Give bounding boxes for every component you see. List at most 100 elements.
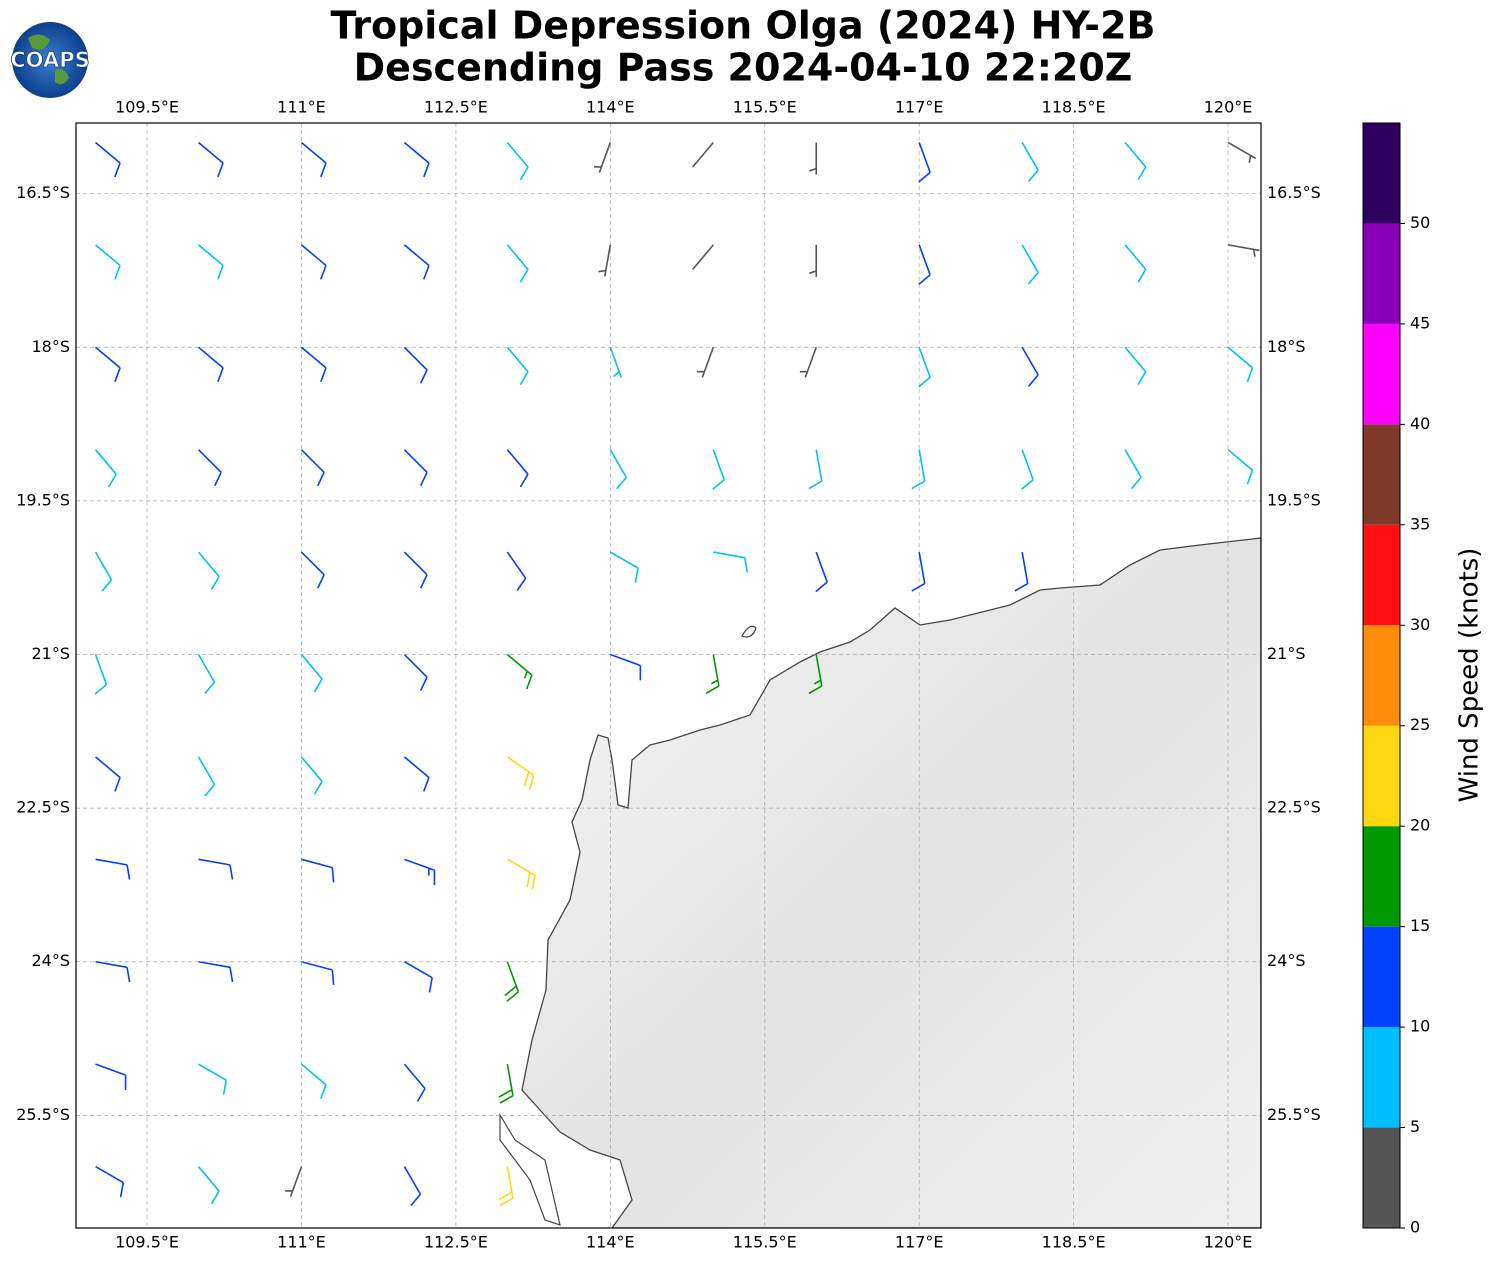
colorbar-segment	[1363, 323, 1400, 425]
colorbar-tick-label: 15	[1410, 916, 1430, 935]
wind-barb	[300, 449, 325, 487]
wind-barb	[696, 347, 715, 378]
wind-barb	[506, 244, 529, 283]
wind-barb	[506, 756, 535, 790]
wind-barb	[1021, 142, 1039, 183]
wind-barb	[918, 244, 931, 286]
y-tick-label: 24°S	[31, 951, 70, 970]
colorbar-segment	[1363, 826, 1400, 927]
x-tick-label: 111°E	[277, 1233, 326, 1252]
y-tick-label: 21°S	[31, 644, 70, 663]
y-tick-label: 19.5°S	[1267, 490, 1321, 509]
wind-barb	[300, 346, 327, 383]
wind-barb	[198, 346, 224, 383]
colorbar-segment	[1363, 926, 1400, 1028]
land	[521, 537, 1261, 1228]
wind-barb	[911, 449, 926, 490]
colorbar-frame	[1362, 122, 1401, 1229]
wind-barb	[403, 244, 430, 280]
colorbar-segment	[1363, 625, 1400, 726]
wind-barb	[808, 142, 818, 175]
wind-barb	[300, 244, 327, 280]
colorbar-tick-label: 20	[1410, 816, 1430, 835]
wind-barb	[95, 244, 121, 280]
y-tick-label: 18°S	[31, 337, 70, 356]
wind-barb	[403, 1166, 422, 1207]
wind-barb	[198, 1063, 228, 1095]
wind-barb	[197, 551, 220, 590]
wind-barb	[95, 858, 131, 880]
wind-barb	[498, 1166, 514, 1207]
wind-barb	[1124, 141, 1147, 181]
colorbar-label: Wind Speed (knots)	[1455, 548, 1485, 803]
wind-barb	[197, 1166, 220, 1205]
wind-barb	[198, 244, 224, 280]
barbs	[94, 141, 1260, 1207]
x-tick-label: 120°E	[1204, 98, 1253, 117]
y-tick-label: 22.5°S	[1267, 798, 1321, 817]
wind-barb	[808, 449, 823, 490]
y-tick-label: 24°S	[1267, 951, 1306, 970]
wind-barb	[712, 449, 725, 490]
wind-barb	[504, 961, 520, 1002]
wind-barb	[404, 961, 433, 993]
x-tick-label: 115.5°E	[733, 98, 797, 117]
wind-barb	[404, 858, 436, 886]
wind-barb	[95, 346, 121, 383]
y-tick-label: 19.5°S	[16, 490, 70, 509]
x-tick-label: 111°E	[277, 98, 326, 117]
colorbar-tick-label: 35	[1410, 514, 1430, 533]
wind-barb	[506, 858, 536, 891]
wind-barb	[403, 756, 430, 792]
wind-barb	[95, 756, 121, 792]
map-frame	[75, 122, 1262, 1229]
colorbar-tick-label: 5	[1410, 1117, 1420, 1136]
wind-barb	[506, 653, 533, 690]
wind-barb	[609, 551, 639, 583]
colorbar-tick-label: 10	[1410, 1017, 1430, 1036]
wind-barb	[198, 858, 234, 880]
wind-barb	[95, 1063, 127, 1090]
wind-barb	[594, 142, 612, 173]
colorbar-segment	[1363, 524, 1400, 626]
y-tick-label: 25.5°S	[1267, 1105, 1321, 1124]
wind-barb	[1227, 244, 1260, 257]
wind-barb	[300, 551, 325, 589]
wind-barb	[403, 449, 428, 487]
wind-barb	[198, 960, 234, 983]
x-tick-label: 118.5°E	[1042, 98, 1106, 117]
colorbar-tick-label: 25	[1410, 715, 1430, 734]
wind-barb	[609, 449, 628, 490]
wind-barb	[1021, 449, 1034, 490]
wind-barb	[1021, 244, 1039, 285]
wind-barb	[300, 653, 323, 693]
wind-barb	[598, 244, 612, 277]
wind-barb	[1227, 346, 1254, 383]
colorbar-tick-label: 30	[1410, 615, 1430, 634]
wind-barb	[609, 347, 623, 378]
chart-subtitle: Descending Pass 2024-04-10 22:20Z	[354, 46, 1133, 90]
y-tick-label: 22.5°S	[16, 798, 70, 817]
x-tick-label: 114°E	[586, 98, 635, 117]
wind-barb	[705, 654, 720, 695]
wind-barb	[911, 551, 926, 592]
wind-barb	[403, 141, 430, 178]
wind-barb	[403, 653, 428, 691]
x-tick-label: 109.5°E	[115, 1233, 179, 1252]
colorbar-tick-label: 50	[1410, 213, 1430, 232]
x-tick-label: 117°E	[895, 98, 944, 117]
wind-barb	[285, 1166, 303, 1197]
wind-barb	[506, 551, 527, 591]
x-tick-label: 109.5°E	[115, 98, 179, 117]
island	[741, 625, 757, 638]
colorbar-segment	[1363, 424, 1400, 525]
wind-barb	[808, 244, 818, 277]
colorbar-segment	[1363, 1027, 1400, 1128]
wind-barb	[799, 347, 817, 378]
logo-text: COAPS	[10, 48, 89, 72]
colorbar-tick-label: 0	[1410, 1218, 1420, 1237]
wind-barb	[1124, 449, 1142, 490]
x-tick-label: 117°E	[895, 1233, 944, 1252]
